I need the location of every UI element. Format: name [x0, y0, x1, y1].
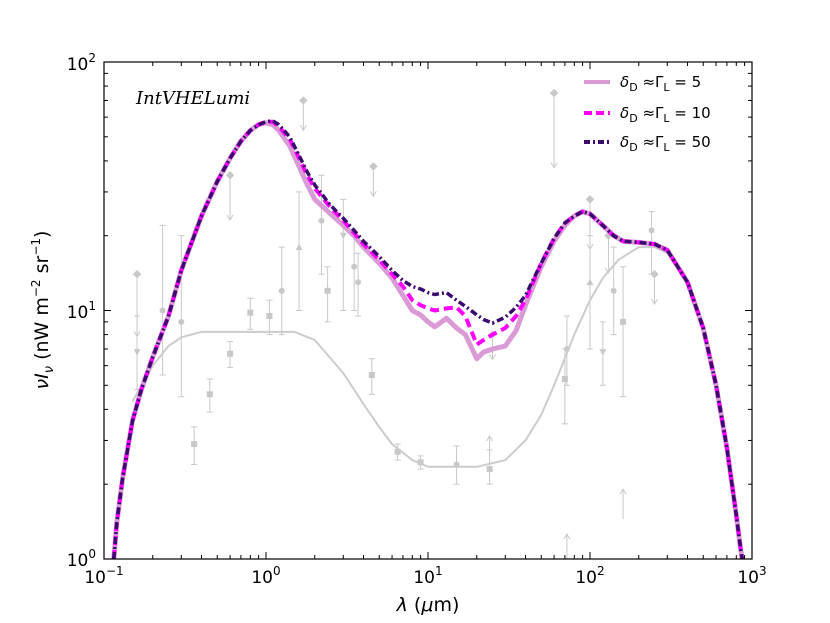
axis-ticks	[103, 61, 753, 560]
upper-limit-arrowhead	[369, 190, 377, 198]
y-tick-labels: 100 101 102	[67, 51, 96, 571]
data-point-triangle-down	[599, 349, 607, 356]
observation-layer	[132, 88, 659, 559]
data-point-circle	[178, 318, 185, 325]
data-point-circle	[318, 217, 325, 224]
reference-curve	[131, 246, 668, 468]
data-point-square	[247, 309, 254, 316]
upper-limit-marker	[225, 171, 235, 180]
data-point-circle	[351, 263, 358, 270]
model-series-layer	[111, 119, 745, 560]
data-point-square	[266, 313, 273, 320]
upper-limit-marker	[132, 269, 142, 279]
legend-label-5: δD ≈ΓL = 5	[620, 73, 701, 94]
legend: δD ≈ΓL = 5 δD ≈ΓL = 10 δD ≈ΓL = 50	[584, 73, 711, 154]
lower-limit-arrowhead	[563, 533, 571, 540]
data-point-circle	[355, 279, 362, 286]
data-point-square	[227, 350, 234, 357]
data-point-square	[324, 287, 331, 294]
x-axis-label: λ (μm)	[396, 594, 460, 616]
y-tick-label: 102	[67, 51, 96, 75]
data-point-square	[417, 459, 424, 466]
lower-limit-arrowhead	[486, 435, 494, 442]
y-tick-label: 101	[67, 299, 96, 323]
upper-limit-arrowhead	[226, 214, 234, 222]
data-point-square	[561, 376, 568, 383]
x-tick-labels: 10−1 100 101 102 103	[84, 564, 766, 588]
data-point-square	[206, 391, 213, 398]
upper-limit-marker	[650, 269, 659, 279]
upper-limit-arrowhead	[586, 243, 594, 251]
upper-limit-arrowhead	[550, 162, 558, 169]
upper-limit-arrowhead	[489, 354, 496, 361]
data-point-square	[620, 318, 627, 325]
series-line-50	[112, 119, 744, 560]
x-tick-label: 102	[575, 564, 604, 588]
data-point-square	[394, 448, 401, 455]
upper-limit-marker	[299, 96, 308, 105]
data-point-square	[486, 466, 493, 473]
x-tick-label: 103	[737, 564, 766, 588]
data-point-circle	[610, 287, 617, 294]
x-tick-label: 101	[413, 564, 442, 588]
y-tick-label: 100	[67, 547, 96, 571]
upper-limit-arrowhead	[133, 331, 141, 338]
legend-label-10: δD ≈ΓL = 10	[620, 104, 711, 125]
data-point-circle	[278, 287, 285, 294]
model-annotation: IntVHELumi	[135, 88, 250, 109]
data-point-circle	[648, 227, 655, 234]
data-point-triangle-up	[295, 243, 303, 251]
lower-limit-arrowhead	[619, 488, 627, 495]
x-tick-label: 10−1	[84, 564, 123, 588]
data-point-triangle-down	[133, 349, 141, 356]
y-axis-label: νIν (nW m−2 sr−1)	[29, 231, 57, 390]
data-point-square	[191, 441, 198, 448]
data-point-square	[368, 372, 375, 379]
x-tick-label: 100	[251, 564, 280, 588]
data-point-triangle-up	[586, 278, 594, 286]
data-point-triangle-down	[339, 232, 347, 240]
data-point-circle	[159, 307, 166, 314]
upper-limit-marker	[369, 162, 378, 171]
upper-limit-arrowhead	[299, 125, 307, 132]
legend-label-50: δD ≈ΓL = 50	[620, 133, 711, 154]
upper-limit-arrowhead	[651, 298, 658, 305]
reference-curve-layer	[131, 246, 668, 468]
